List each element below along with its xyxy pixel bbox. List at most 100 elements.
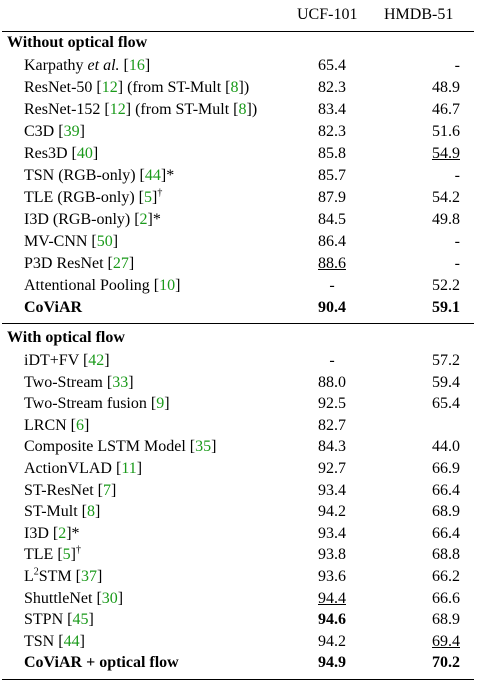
hmdb-value: 66.6 bbox=[432, 589, 460, 607]
ucf-value: 85.7 bbox=[318, 167, 346, 184]
hmdb-value: - bbox=[454, 57, 460, 74]
table-row: P3D ResNet [27] 88.6 - bbox=[0, 253, 477, 275]
hmdb-value: 54.2 bbox=[432, 189, 460, 206]
table-row: Composite LSTM Model [35] 84.3 44.0 bbox=[0, 436, 477, 458]
citation-link: 7 bbox=[102, 481, 111, 499]
citation-link: 10 bbox=[159, 277, 176, 294]
ucf-value: 94.4 bbox=[318, 589, 346, 607]
citation-link: 5 bbox=[143, 189, 152, 206]
citation-link: 11 bbox=[121, 460, 137, 477]
section-title-with-flow: With optical flow bbox=[7, 329, 125, 346]
method-name: Attentional Pooling [10] bbox=[24, 277, 181, 294]
hmdb-value: - bbox=[454, 255, 460, 272]
hmdb-value: 51.6 bbox=[432, 123, 460, 140]
hmdb-value: 52.2 bbox=[432, 277, 460, 294]
method-name: TSN [44] bbox=[24, 632, 85, 650]
citation-link: 30 bbox=[101, 589, 118, 607]
table-row: MV-CNN [50] 86.4 - bbox=[0, 231, 477, 253]
citation-link: 5 bbox=[62, 546, 71, 564]
table-row: ShuttleNet [30] 94.4 66.6 bbox=[0, 588, 477, 610]
citation-link: 8 bbox=[86, 503, 95, 521]
method-name: ResNet-50 [12] (from ST-Mult [8]) bbox=[24, 79, 250, 96]
table-row: ActionVLAD [11] 92.7 66.9 bbox=[0, 458, 477, 480]
table-row: C3D [39] 82.3 51.6 bbox=[0, 121, 477, 143]
method-name: Two-Stream fusion [9] bbox=[24, 395, 170, 413]
ucf-value: 84.5 bbox=[318, 211, 346, 228]
method-name: TSN (RGB-only) [44]* bbox=[24, 167, 175, 184]
hmdb-value: - bbox=[454, 233, 460, 250]
rule-middle bbox=[2, 323, 474, 324]
table-row: Two-Stream [33] 88.0 59.4 bbox=[0, 372, 477, 394]
ucf-value: - bbox=[329, 277, 335, 294]
citation-link: 50 bbox=[96, 233, 113, 250]
hmdb-value: 70.2 bbox=[432, 654, 460, 672]
method-name: I3D [2]* bbox=[24, 524, 80, 542]
ucf-value: 93.6 bbox=[318, 568, 346, 585]
citation-link: 39 bbox=[63, 123, 80, 140]
hmdb-value: 68.8 bbox=[432, 546, 460, 564]
ucf-value: - bbox=[329, 352, 335, 369]
ucf-value: 87.9 bbox=[318, 189, 346, 206]
hmdb-value: 68.9 bbox=[432, 611, 460, 629]
method-name: ResNet-152 [12] (from ST-Mult [8]) bbox=[24, 101, 258, 118]
table-row: LRCN [6] 82.7 bbox=[0, 415, 477, 437]
citation-link: 44 bbox=[63, 632, 80, 650]
method-name: CoViAR + optical flow bbox=[24, 654, 179, 672]
hmdb-value: - bbox=[454, 167, 460, 184]
method-name: TLE (RGB-only) [5]† bbox=[24, 187, 163, 206]
citation-link: 35 bbox=[195, 438, 212, 456]
ucf-value: 86.4 bbox=[318, 233, 346, 250]
ucf-value: 92.5 bbox=[318, 395, 346, 413]
rule-top bbox=[2, 31, 474, 32]
method-name: L2STM [37] bbox=[24, 566, 103, 585]
ucf-value: 82.3 bbox=[318, 79, 346, 96]
hmdb-value: 57.2 bbox=[432, 352, 460, 369]
citation-link: 44 bbox=[144, 167, 161, 184]
ucf-value: 93.8 bbox=[318, 546, 346, 564]
table-row: L2STM [37] 93.6 66.2 bbox=[0, 566, 477, 588]
hmdb-value: 66.4 bbox=[432, 524, 460, 542]
table-row: Karpathy et al. [16] 65.4 - bbox=[0, 55, 477, 77]
method-name: STPN [45] bbox=[24, 611, 94, 629]
hmdb-value: 66.4 bbox=[432, 481, 460, 499]
table-row: Res3D [40] 85.8 54.9 bbox=[0, 143, 477, 165]
method-name: Composite LSTM Model [35] bbox=[24, 438, 217, 456]
table-row: ST-ResNet [7] 93.4 66.4 bbox=[0, 480, 477, 502]
method-name: Karpathy et al. [16] bbox=[24, 57, 151, 74]
table-row: TLE [5]† 93.8 68.8 bbox=[0, 544, 477, 566]
method-name: TLE [5]† bbox=[24, 545, 81, 564]
citation-link: 12 bbox=[109, 101, 126, 118]
hmdb-value: 59.4 bbox=[432, 373, 460, 391]
hmdb-value: 66.9 bbox=[432, 460, 460, 477]
hmdb-value: 49.8 bbox=[432, 211, 460, 228]
hmdb-value: 68.9 bbox=[432, 503, 460, 521]
ucf-value: 65.4 bbox=[318, 57, 346, 74]
ucf-value: 88.0 bbox=[318, 373, 346, 391]
method-name: Two-Stream [33] bbox=[24, 373, 134, 391]
table-row: I3D (RGB-only) [2]* 84.5 49.8 bbox=[0, 209, 477, 231]
table-row: CoViAR 90.4 59.1 bbox=[0, 297, 477, 319]
table-row: iDT+FV [42] - 57.2 bbox=[0, 350, 477, 372]
method-name: C3D [39] bbox=[24, 123, 85, 140]
hmdb-value: 54.9 bbox=[432, 145, 460, 162]
ucf-value: 90.4 bbox=[318, 299, 346, 316]
ucf-value: 94.6 bbox=[318, 611, 346, 629]
citation-link: 16 bbox=[128, 57, 145, 74]
ucf-value: 85.8 bbox=[318, 145, 346, 162]
table-row: ResNet-152 [12] (from ST-Mult [8]) 83.4 46… bbox=[0, 99, 477, 121]
method-name: P3D ResNet [27] bbox=[24, 255, 135, 272]
method-name: ST-Mult [8] bbox=[24, 503, 101, 521]
method-name: MV-CNN [50] bbox=[24, 233, 119, 250]
hmdb-value: 65.4 bbox=[432, 395, 460, 413]
citation-link: 40 bbox=[76, 145, 93, 162]
method-name: I3D (RGB-only) [2]* bbox=[24, 211, 161, 228]
method-name: Res3D [40] bbox=[24, 145, 99, 162]
table-row: STPN [45] 94.6 68.9 bbox=[0, 609, 477, 631]
table-row: ST-Mult [8] 94.2 68.9 bbox=[0, 501, 477, 523]
method-name: LRCN [6] bbox=[24, 416, 90, 434]
citation-link: 27 bbox=[112, 255, 129, 272]
column-header-hmdb: HMDB-51 bbox=[384, 6, 454, 23]
table-row: Attentional Pooling [10] - 52.2 bbox=[0, 275, 477, 297]
citation-link: 9 bbox=[156, 395, 165, 413]
